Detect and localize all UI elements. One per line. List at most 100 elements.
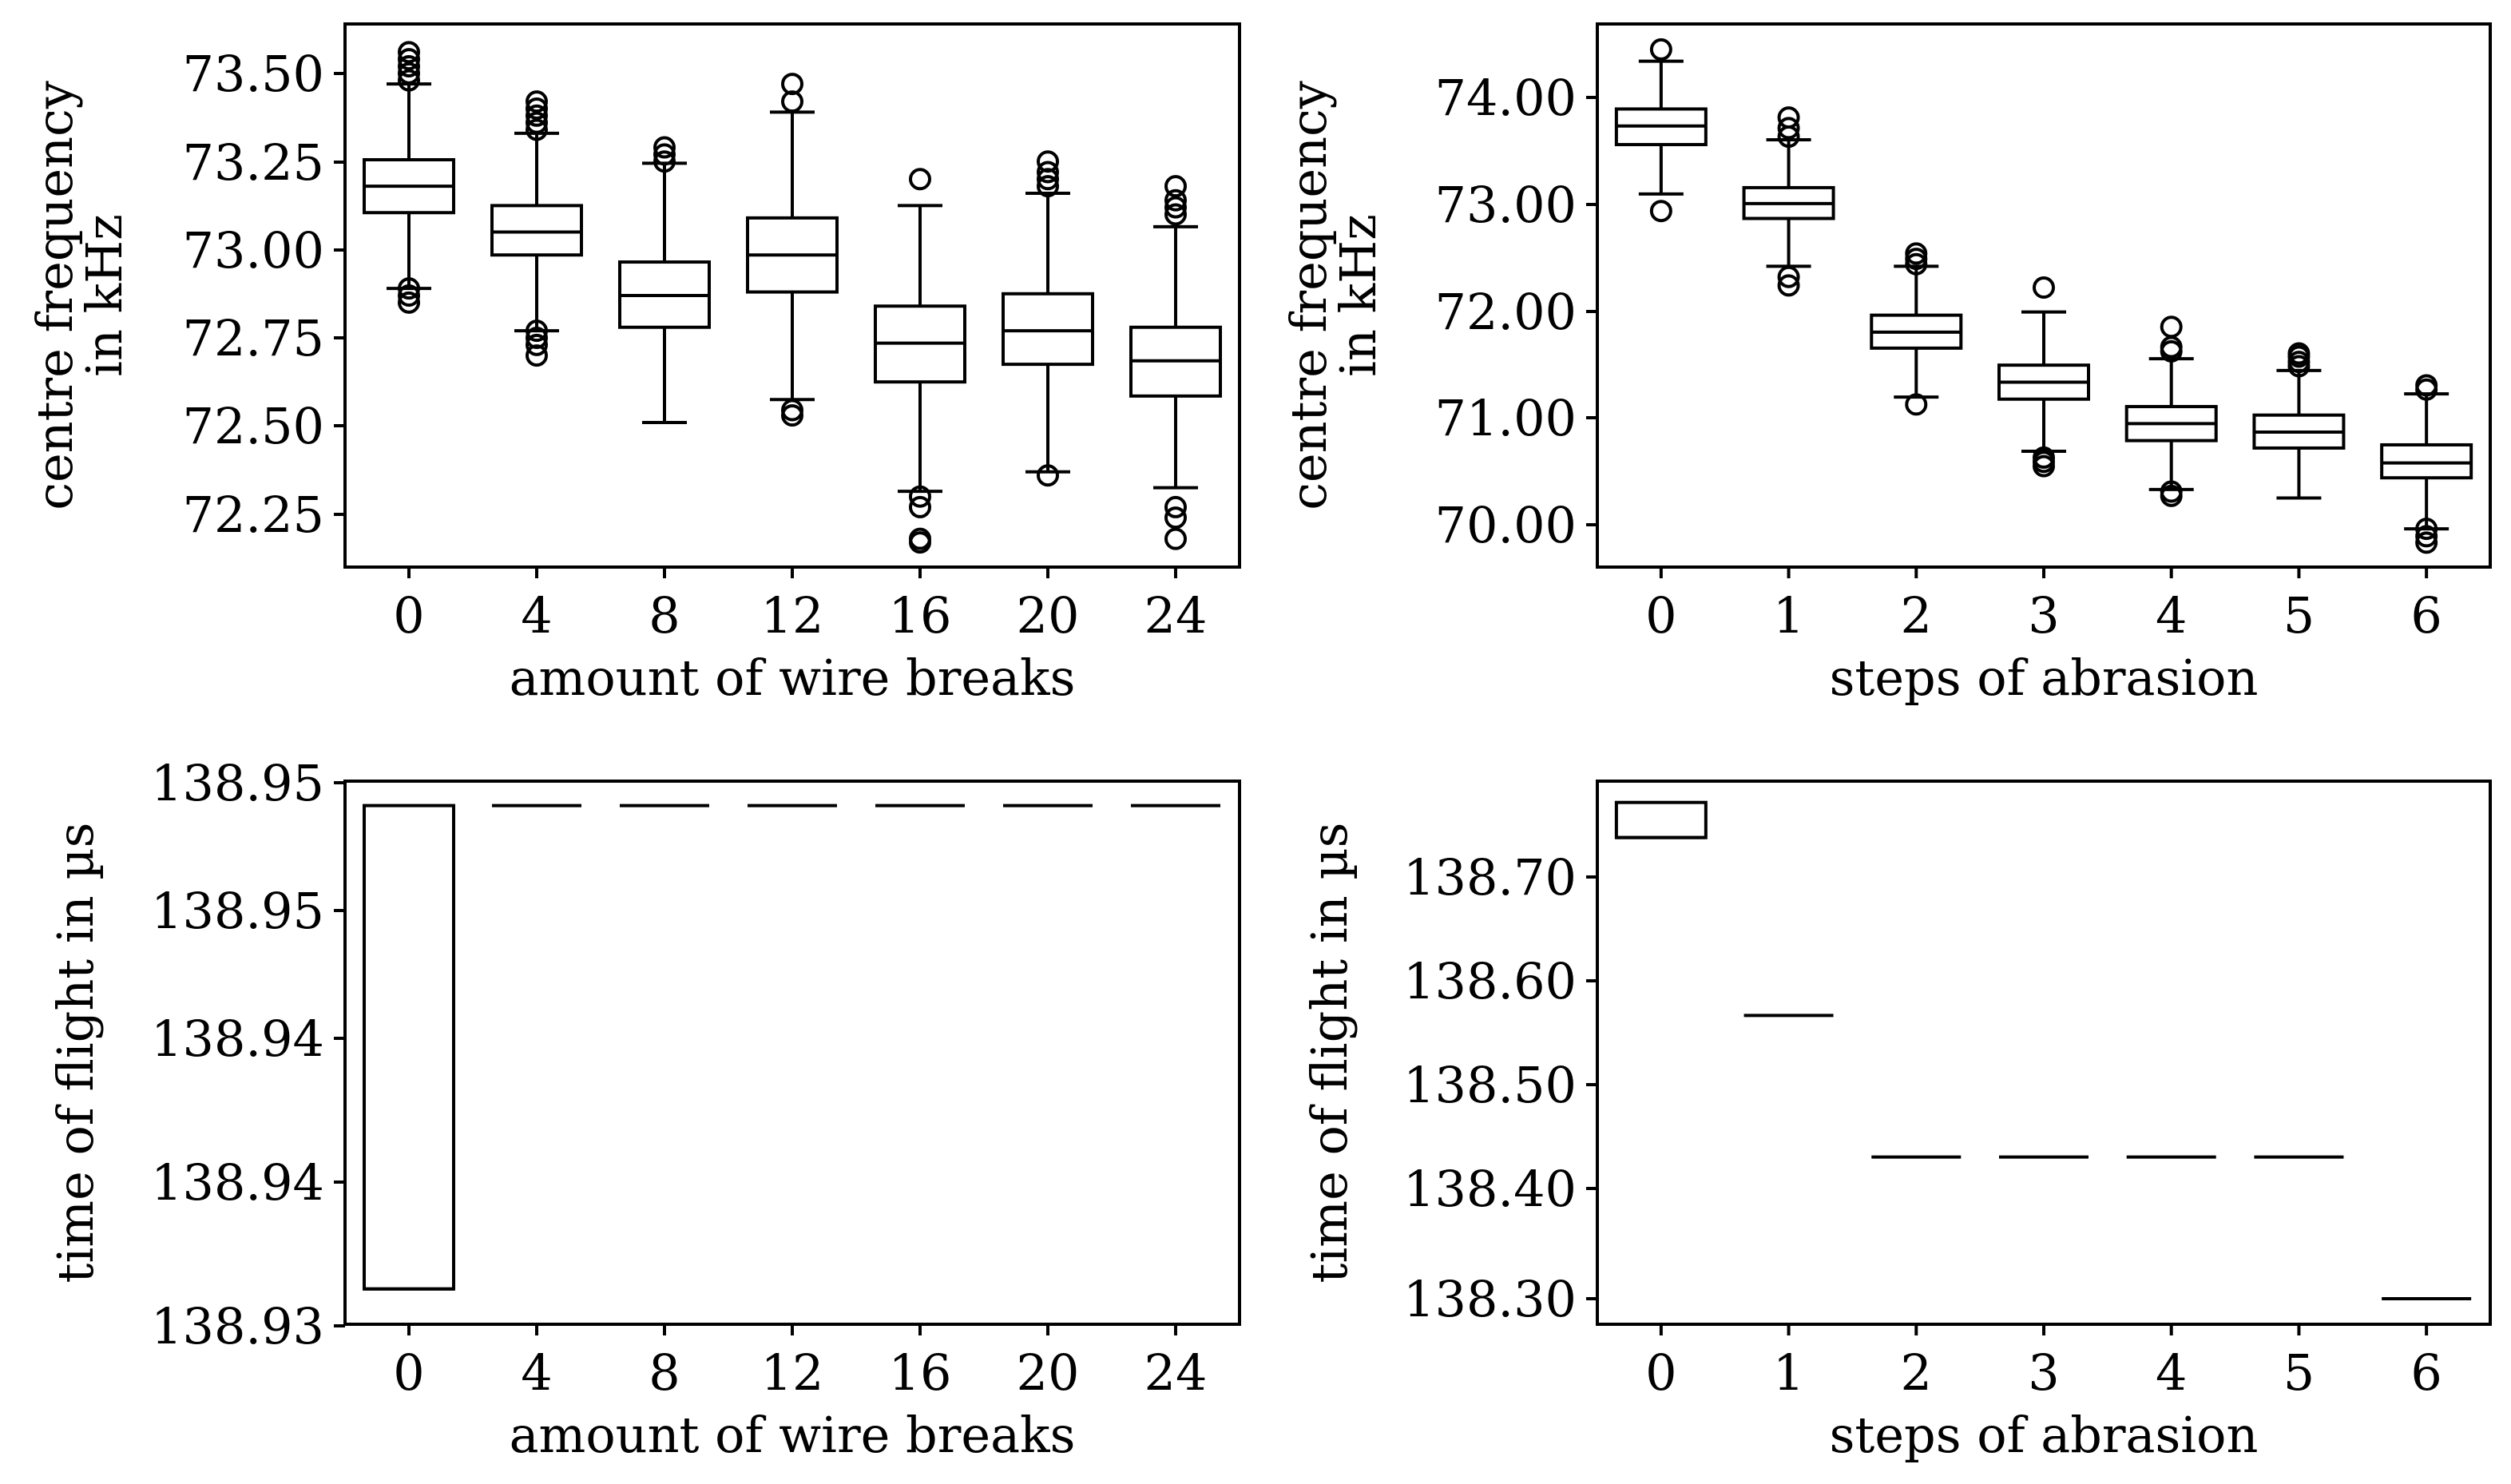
outlier-point bbox=[398, 277, 420, 300]
outlier-point bbox=[909, 485, 931, 508]
y-tick-label: 71.00 bbox=[1435, 389, 1577, 447]
x-tick-label: 24 bbox=[1144, 1343, 1208, 1402]
x-tick-label: 6 bbox=[2410, 1343, 2442, 1402]
box-6 bbox=[2380, 374, 2473, 554]
x-tick-label: 12 bbox=[761, 1343, 824, 1402]
y-axis-label: in kHz bbox=[1329, 214, 1387, 377]
outlier-point bbox=[1164, 196, 1187, 219]
x-tick-label: 0 bbox=[1645, 1343, 1676, 1402]
box-0 bbox=[1614, 38, 1708, 223]
outlier-point bbox=[2415, 531, 2438, 554]
outlier-point bbox=[526, 333, 548, 356]
y-tick-label: 138.60 bbox=[1403, 952, 1577, 1010]
x-tick-label: 2 bbox=[1901, 1343, 1932, 1402]
x-axis-label: amount of wire breaks bbox=[510, 1406, 1076, 1464]
outlier-point bbox=[2160, 480, 2183, 503]
outlier-point bbox=[2033, 276, 2055, 300]
outlier-point bbox=[2415, 525, 2438, 548]
outlier-point bbox=[398, 62, 420, 85]
box-body bbox=[490, 204, 583, 257]
x-tick-label: 0 bbox=[1645, 586, 1676, 645]
box-0 bbox=[1614, 800, 1708, 839]
outlier-point bbox=[2415, 518, 2438, 541]
outlier-point bbox=[398, 284, 420, 307]
outlier-point bbox=[526, 111, 548, 134]
y-tick-label: 72.00 bbox=[1435, 283, 1577, 341]
x-tick-label: 0 bbox=[393, 1343, 424, 1402]
x-tick-label: 1 bbox=[1773, 1343, 1804, 1402]
y-tick-label: 72.75 bbox=[183, 309, 325, 367]
x-axis-label: steps of abrasion bbox=[1830, 1406, 2259, 1464]
panel-1: 0 4 8 12 16 20 24 73.50 73.25 73.00 72.75 72.50 72.2… bbox=[26, 22, 1241, 707]
x-axis-label: amount of wire breaks bbox=[510, 649, 1076, 707]
x-tick-label: 6 bbox=[2410, 586, 2442, 645]
panel-2: 0 1 2 3 4 5 6 74.00 73.00 72.00 71.00 70.00 steps of… bbox=[1279, 22, 2492, 707]
y-tick-label: 72.25 bbox=[183, 486, 325, 544]
x-tick-label: 20 bbox=[1017, 1343, 1080, 1402]
y-tick-label: 73.25 bbox=[183, 133, 325, 192]
box-12 bbox=[746, 73, 839, 427]
x-tick-label: 8 bbox=[649, 586, 680, 645]
outlier-point bbox=[1905, 242, 1928, 265]
outlier-point bbox=[1164, 175, 1187, 198]
panel-4: 0 1 2 3 4 5 6 138.70 138.60 138.50 138.40 138.30 ste… bbox=[1300, 780, 2492, 1464]
outlier-point bbox=[1777, 106, 1800, 129]
y-tick-label: 138.50 bbox=[1403, 1056, 1577, 1114]
x-tick-label: 3 bbox=[2028, 1343, 2059, 1402]
outlier-point bbox=[1649, 200, 1672, 223]
y-tick-label: 138.94 bbox=[151, 1153, 324, 1212]
outlier-point bbox=[1037, 464, 1059, 487]
outlier-point bbox=[1164, 527, 1187, 550]
x-tick-label: 1 bbox=[1773, 586, 1804, 645]
outlier-point bbox=[781, 399, 803, 422]
y-tick-label: 73.00 bbox=[183, 221, 325, 280]
box-body bbox=[1614, 800, 1708, 839]
x-tick-label: 0 bbox=[393, 586, 424, 645]
y-tick-label: 73.00 bbox=[1435, 176, 1577, 234]
x-tick-label: 24 bbox=[1144, 586, 1208, 645]
outlier-point bbox=[1164, 203, 1187, 226]
y-tick-label: 138.95 bbox=[151, 882, 324, 940]
box-3 bbox=[1997, 276, 2090, 478]
box-4 bbox=[490, 90, 583, 367]
box-24 bbox=[1129, 175, 1222, 550]
x-tick-label: 3 bbox=[2028, 586, 2059, 645]
outlier-point bbox=[1777, 274, 1800, 297]
outlier-point bbox=[1649, 38, 1672, 61]
outlier-point bbox=[398, 48, 420, 71]
x-tick-label: 16 bbox=[889, 1343, 952, 1402]
box-0 bbox=[363, 804, 455, 1291]
y-axis-label: centre frequency bbox=[1279, 81, 1338, 510]
y-tick-label: 138.40 bbox=[1403, 1160, 1577, 1218]
outlier-point bbox=[1037, 161, 1059, 184]
y-tick-label: 138.70 bbox=[1403, 848, 1577, 907]
y-tick-label: 138.95 bbox=[151, 754, 324, 812]
outlier-point bbox=[909, 168, 931, 191]
x-tick-label: 2 bbox=[1901, 586, 1932, 645]
x-tick-label: 12 bbox=[761, 586, 824, 645]
axes-frame bbox=[343, 780, 1241, 1326]
x-tick-label: 4 bbox=[521, 586, 552, 645]
outlier-point bbox=[1037, 175, 1059, 198]
outlier-point bbox=[526, 90, 548, 113]
outlier-point bbox=[1777, 265, 1800, 288]
y-tick-label: 70.00 bbox=[1435, 496, 1577, 554]
y-tick-label: 138.94 bbox=[151, 1010, 324, 1068]
axes-frame bbox=[1596, 22, 2492, 569]
outlier-point bbox=[526, 118, 548, 141]
box-8 bbox=[618, 136, 711, 424]
x-tick-label: 4 bbox=[2156, 1343, 2187, 1402]
box-5 bbox=[2252, 342, 2346, 500]
x-tick-label: 16 bbox=[889, 586, 952, 645]
outlier-point bbox=[1164, 495, 1187, 518]
outlier-point bbox=[526, 97, 548, 120]
outlier-point bbox=[1164, 188, 1187, 212]
x-tick-label: 8 bbox=[649, 1343, 680, 1402]
x-tick-label: 5 bbox=[2283, 1343, 2315, 1402]
outlier-point bbox=[653, 150, 676, 173]
box-20 bbox=[1002, 150, 1094, 487]
outlier-point bbox=[1777, 117, 1800, 140]
x-tick-label: 20 bbox=[1017, 586, 1080, 645]
outlier-point bbox=[1905, 393, 1928, 416]
